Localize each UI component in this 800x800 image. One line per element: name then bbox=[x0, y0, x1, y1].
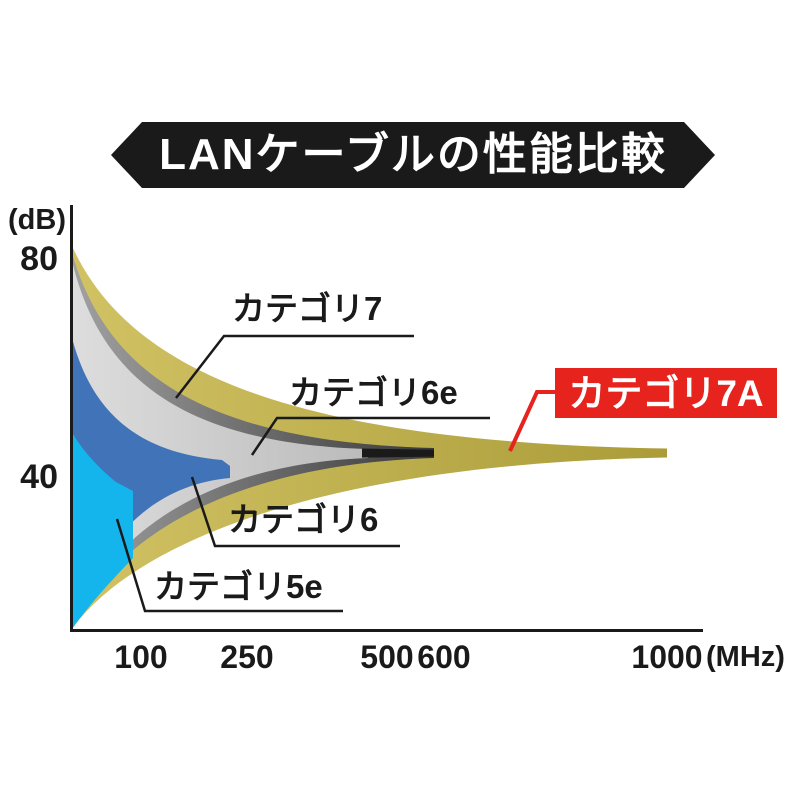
label-cat6: カテゴリ6 bbox=[228, 501, 379, 538]
category-bands bbox=[72, 246, 667, 629]
label-cat6e: カテゴリ6e bbox=[289, 374, 458, 411]
band-カテゴリ5e bbox=[72, 432, 133, 629]
leader-cat5e bbox=[115, 518, 343, 613]
axes bbox=[70, 205, 703, 632]
band-カテゴリ6e bbox=[72, 261, 368, 629]
x-tick-label-100: 100 bbox=[114, 639, 168, 675]
x-tick-label-500: 500 bbox=[360, 639, 414, 675]
x-tick-label-1000: 1000 bbox=[631, 639, 703, 675]
x-tick-label-600: 600 bbox=[417, 639, 471, 675]
leader-cat7a bbox=[508, 390, 556, 452]
y-tick-80: 80 bbox=[20, 240, 58, 278]
leader-cat6 bbox=[190, 476, 400, 548]
x-tick-label-250: 250 bbox=[220, 639, 274, 675]
label-cat5e: カテゴリ5e bbox=[154, 568, 323, 605]
leader-cat6e bbox=[250, 416, 490, 456]
label-cat7a-badge: カテゴリ7A bbox=[555, 368, 777, 418]
y-tick-40: 40 bbox=[20, 458, 58, 496]
label-cat7a: カテゴリ7A bbox=[568, 372, 764, 414]
y-axis-unit-label: (dB) bbox=[8, 204, 66, 236]
page-title: LANケーブルの性能比較 bbox=[159, 130, 667, 179]
x-axis-unit-label: (MHz) bbox=[706, 641, 785, 673]
band-カテゴリ7A bbox=[72, 246, 667, 629]
label-cat7: カテゴリ7 bbox=[232, 290, 383, 327]
band-カテゴリ6 bbox=[72, 338, 230, 629]
label-leader-lines bbox=[115, 334, 490, 613]
title-banner: LANケーブルの性能比較 bbox=[111, 122, 715, 188]
convergence-bar bbox=[362, 448, 434, 458]
leader-cat7 bbox=[175, 334, 414, 399]
